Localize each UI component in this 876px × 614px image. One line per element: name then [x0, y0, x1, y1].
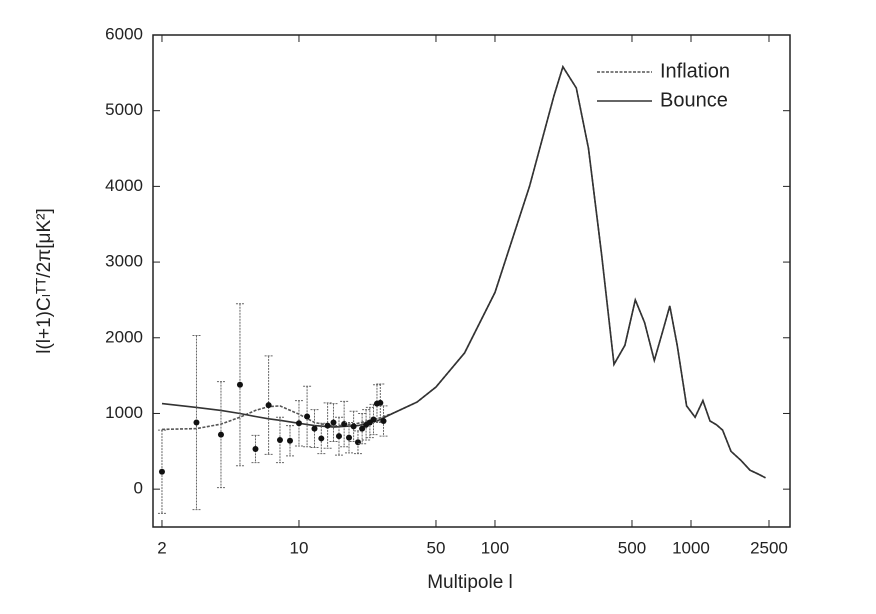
data-point [252, 446, 259, 453]
x-tick-label: 50 [427, 538, 446, 557]
data-point [193, 419, 200, 426]
x-axis-label: Multipole l [427, 572, 513, 593]
x-tick-label: 2 [157, 538, 166, 557]
plot-frame [152, 34, 791, 528]
data-point [346, 434, 353, 441]
data-point [276, 436, 283, 443]
data-point [324, 422, 331, 429]
data-point [265, 402, 272, 409]
x-tick-label: 100 [481, 538, 509, 557]
data-point [217, 431, 224, 438]
x-tick-label: 1000 [672, 538, 710, 557]
data-point [330, 419, 337, 426]
data-point [318, 435, 325, 442]
y-tick-label: 1000 [105, 403, 143, 422]
data-point [236, 381, 243, 388]
x-tick-label: 10 [290, 538, 309, 557]
data-point [350, 423, 357, 430]
data-point [354, 439, 361, 446]
x-tick-label: 500 [618, 538, 646, 557]
data-point [380, 418, 387, 425]
y-tick-label: 5000 [105, 100, 143, 119]
y-tick-label: 2000 [105, 327, 143, 346]
data-point [158, 468, 165, 475]
y-tick-label: 3000 [105, 252, 143, 271]
y-axis-label: l(l+1)Cₗᵀᵀ/2π[μK²] [34, 208, 55, 354]
data-point [304, 413, 311, 420]
legend-label: Inflation [660, 60, 730, 82]
data-point [287, 437, 294, 444]
y-tick-label: 4000 [105, 176, 143, 195]
data-point [377, 399, 384, 406]
x-tick-label: 2500 [750, 538, 788, 557]
data-point [311, 425, 318, 432]
data-point [295, 420, 302, 427]
error-bar [157, 429, 166, 514]
y-tick-label: 0 [134, 479, 143, 498]
data-point [359, 425, 366, 432]
error-bar [235, 303, 244, 467]
series-line [161, 64, 766, 479]
data-point [335, 433, 342, 440]
data-point [341, 421, 348, 428]
legend-label: Bounce [660, 89, 728, 111]
y-tick-label: 6000 [105, 24, 143, 43]
data-point [370, 416, 377, 423]
